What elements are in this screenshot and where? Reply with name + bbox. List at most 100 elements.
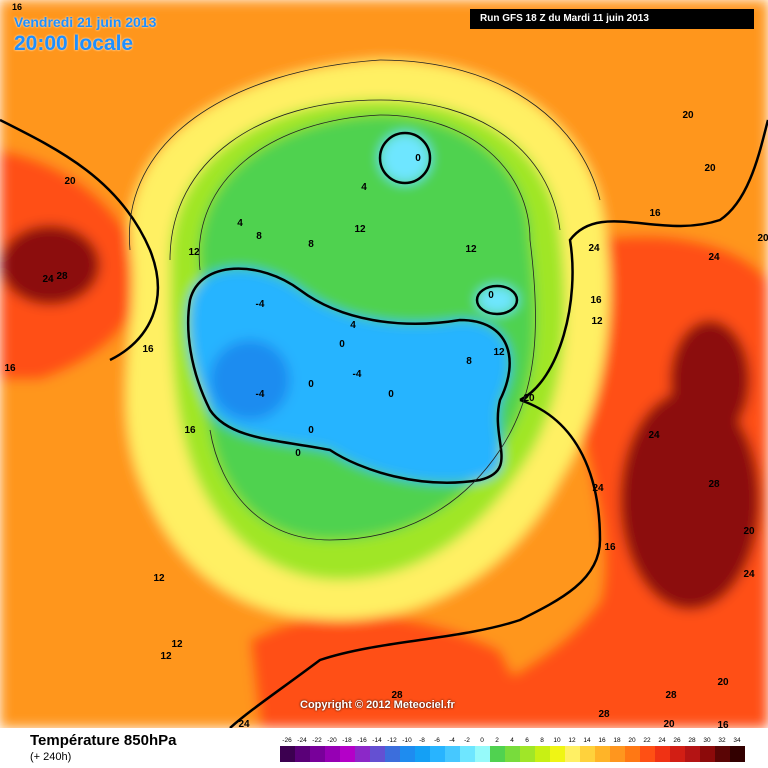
contour-label: 24 (708, 252, 720, 263)
contour-label: 8 (466, 356, 472, 367)
color-scale-swatch (460, 746, 475, 762)
color-scale-tick: -16 (357, 737, 367, 744)
contour-label: 24 (238, 719, 250, 728)
contour-zero (186, 267, 511, 484)
color-scale-tick: 12 (568, 737, 576, 744)
color-scale-tick: 0 (480, 737, 484, 744)
color-scale-swatch (355, 746, 370, 762)
color-scale-swatch (640, 746, 655, 762)
color-scale-swatch (655, 746, 670, 762)
color-scale-swatch (445, 746, 460, 762)
contour-label: 28 (708, 479, 720, 490)
extreme-region-asia-north (670, 320, 750, 440)
contour-label: 20 (64, 176, 76, 187)
color-scale-swatch (565, 746, 580, 762)
valid-time: 20:00 locale (14, 32, 134, 55)
color-scale-tick: -10 (402, 737, 412, 744)
color-scale-tick: -8 (419, 737, 425, 744)
color-scale-swatch (685, 746, 700, 762)
contour-zero-east (475, 284, 519, 316)
color-scale-tick: -18 (342, 737, 352, 744)
contour-label: 20 (757, 233, 768, 244)
color-scale-tick: 32 (718, 737, 726, 744)
color-scale: -26 -24 -22 -20 -18 -16 -14 -12 -10 -8 -6 -4 -2 0 2 4 6 8… (280, 737, 745, 762)
contour-label: 16 (649, 208, 661, 219)
isotherm-mild (169, 99, 561, 261)
contour-label: -4 (353, 369, 362, 380)
contour-twenty-west (0, 118, 160, 362)
color-scale-tick: -2 (464, 737, 470, 744)
contour-twenty-east (519, 119, 768, 402)
contour-label: 0 (488, 290, 494, 301)
contour-label: 16 (604, 542, 616, 553)
contour-label: 28 (598, 709, 610, 720)
color-scale-swatch (580, 746, 595, 762)
contour-label: 8 (256, 231, 262, 242)
contour-label: 8 (308, 239, 314, 250)
contour-label: 24 (648, 430, 660, 441)
temperature-map: 0 4 8 8 12 4 12 12 0 -4 4 0 -4 0 -4 0 0 0 8 12 16 16 16 20 24 28 2… (0, 0, 768, 728)
color-scale-swatch (430, 746, 445, 762)
color-scale-tick: 18 (613, 737, 621, 744)
contour-label: 0 (295, 448, 301, 459)
contour-label: -4 (256, 389, 265, 400)
contour-label: 12 (160, 651, 172, 662)
color-scale-tick: 6 (525, 737, 529, 744)
color-scale-tick: 34 (733, 737, 741, 744)
isotherm-warm (128, 59, 601, 251)
cold-spot-east (477, 286, 517, 314)
color-scale-swatch (325, 746, 340, 762)
extreme-region-asia (620, 390, 760, 610)
variable-title: Température 850hPa (30, 732, 177, 749)
color-scale-tick: -22 (312, 737, 322, 744)
color-scale-swatch (535, 746, 550, 762)
contour-label: 20 (663, 719, 675, 728)
contour-label: 24 (743, 569, 755, 580)
color-scale-tick: 24 (658, 737, 666, 744)
color-scale-swatch (295, 746, 310, 762)
contour-label: 20 (523, 393, 535, 404)
color-scale-tick: 2 (495, 737, 499, 744)
color-scale-swatch (475, 746, 490, 762)
contour-label: 28 (665, 690, 677, 701)
contour-label: 12 (188, 247, 200, 258)
cold-region (188, 268, 510, 483)
color-scale-swatch (400, 746, 415, 762)
footer: Température 850hPa (+ 240h) -26 -24 -22 -20… (0, 728, 768, 768)
color-scale-swatch (715, 746, 730, 762)
contour-label: 12 (465, 244, 477, 255)
cold-core (210, 340, 290, 420)
contour-label: -4 (256, 299, 265, 310)
color-scale-tick: -14 (372, 737, 382, 744)
contour-label: 16 (4, 363, 16, 374)
color-scale-tick: 8 (540, 737, 544, 744)
contour-label: 12 (354, 224, 366, 235)
contour-label: 0 (308, 379, 314, 390)
contour-label: 0 (415, 153, 421, 164)
contour-label: 16 (590, 295, 602, 306)
contour-label: 16 (717, 720, 729, 728)
color-scale-swatch (310, 746, 325, 762)
color-scale-swatch (595, 746, 610, 762)
contour-label: 20 (717, 677, 729, 688)
contour-label: 0 (339, 339, 345, 350)
color-scale-swatch (340, 746, 355, 762)
valid-date: Vendredi 21 juin 2013 (14, 14, 157, 30)
color-scale-swatch (670, 746, 685, 762)
color-scale-tick: -26 (282, 737, 292, 744)
color-scale-swatch (415, 746, 430, 762)
contour-label: 20 (682, 110, 694, 121)
hot-region-south (250, 614, 540, 728)
color-scale-swatch (385, 746, 400, 762)
contour-label: 24 (42, 274, 54, 285)
contour-label: 0 (388, 389, 394, 400)
corner-label: 16 (12, 2, 23, 12)
contour-label: 12 (591, 316, 603, 327)
color-scale-swatch (490, 746, 505, 762)
extreme-region-america (0, 225, 100, 305)
color-scale-swatch (550, 746, 565, 762)
contour-label: 12 (153, 573, 165, 584)
contour-zero-north (378, 131, 432, 185)
color-scale-tick: 4 (510, 737, 514, 744)
color-scale-swatch (520, 746, 535, 762)
